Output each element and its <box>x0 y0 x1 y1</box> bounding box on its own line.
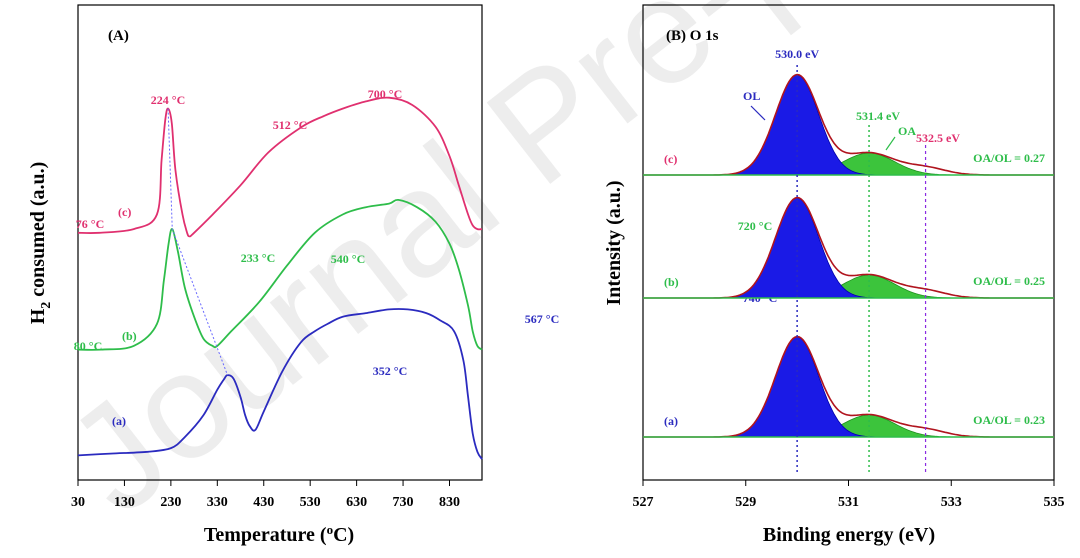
panel-a: 30 130 230 330 430 530 630 730 830 (A) Temperature… <box>27 4 777 546</box>
ratio-text-b: OA/OL = 0.25 <box>973 274 1045 288</box>
oa-arrow <box>885 136 896 151</box>
x-tick-label-a: 30 <box>71 495 85 510</box>
x-tick-label-a: 530 <box>300 495 321 510</box>
peak-annotation: 540 °C <box>331 252 365 266</box>
x-tick-label-a: 730 <box>393 495 414 510</box>
watermark: Journal Pre-proof <box>36 0 1053 545</box>
peak-annotation-531: 531.4 eV <box>856 109 900 123</box>
x-tick-label-a: 230 <box>160 495 181 510</box>
oa-label: OA <box>898 124 916 138</box>
x-tick-label-a: 130 <box>114 495 135 510</box>
series-label-a: (a) <box>112 414 126 428</box>
peak-annotation: 80 °C <box>74 339 102 353</box>
x-tick-label-b: 527 <box>633 495 654 510</box>
subscript: 2 <box>39 302 54 309</box>
peak-annotation-532: 532.5 eV <box>916 131 960 145</box>
curve-b <box>77 198 483 351</box>
ol-arrow <box>750 105 766 121</box>
x-axis-label-a: Temperature (oC) <box>204 522 354 546</box>
x-axis-label-rest: C) <box>333 524 354 546</box>
peak-annotation: 567 °C <box>525 312 559 326</box>
peak-annotation: 224 °C <box>151 93 185 107</box>
peak-annotation: 720 °C <box>738 219 772 233</box>
x-tick-label-a: 830 <box>439 495 460 510</box>
y-axis-label-a: H2 consumed (a.u.) <box>27 162 54 325</box>
ratio-text-c: OA/OL = 0.27 <box>973 151 1045 165</box>
peak-annotation: 700 °C <box>368 87 402 101</box>
series-label-b: (b) <box>664 275 679 289</box>
series-label-b: (b) <box>122 329 137 343</box>
peak-shift-guide <box>167 108 228 376</box>
y-label-part: consumed (a.u.) <box>27 162 49 302</box>
panel-label-a: (A) <box>108 28 129 44</box>
curve-c <box>77 96 483 238</box>
curve-a <box>77 308 483 460</box>
peak-annotation: 512 °C <box>273 118 307 132</box>
x-tick-label-b: 529 <box>735 495 756 510</box>
x-axis-label-b: Binding energy (eV) <box>763 524 935 546</box>
peak-annotation: 233 °C <box>241 251 275 265</box>
ratio-text-a: OA/OL = 0.23 <box>973 413 1045 427</box>
x-tick-label-b: 535 <box>1044 495 1065 510</box>
panel-b: 527 529 531 533 535 (B) O 1s Binding energy (e… <box>603 4 1065 546</box>
series-label-a: (a) <box>664 414 678 428</box>
y-label-part: H <box>27 308 49 324</box>
ol-label: OL <box>743 89 760 103</box>
x-tick-label-b: 531 <box>838 495 859 510</box>
panel-label-b: (B) O 1s <box>666 28 719 44</box>
series-label-c: (c) <box>118 205 131 219</box>
series-label-c: (c) <box>664 152 677 166</box>
peak-annotation: 352 °C <box>373 364 407 378</box>
x-tick-label-b: 533 <box>941 495 962 510</box>
superscript: o <box>327 522 334 537</box>
x-tick-label-a: 630 <box>346 495 367 510</box>
x-tick-label-a: 430 <box>253 495 274 510</box>
y-axis-label-b: Intensity (a.u.) <box>603 180 625 305</box>
peak-annotation-530: 530.0 eV <box>775 47 819 61</box>
peak-annotation: 76 °C <box>76 217 104 231</box>
x-tick-label-a: 330 <box>207 495 228 510</box>
plot-frame-a <box>77 4 483 481</box>
